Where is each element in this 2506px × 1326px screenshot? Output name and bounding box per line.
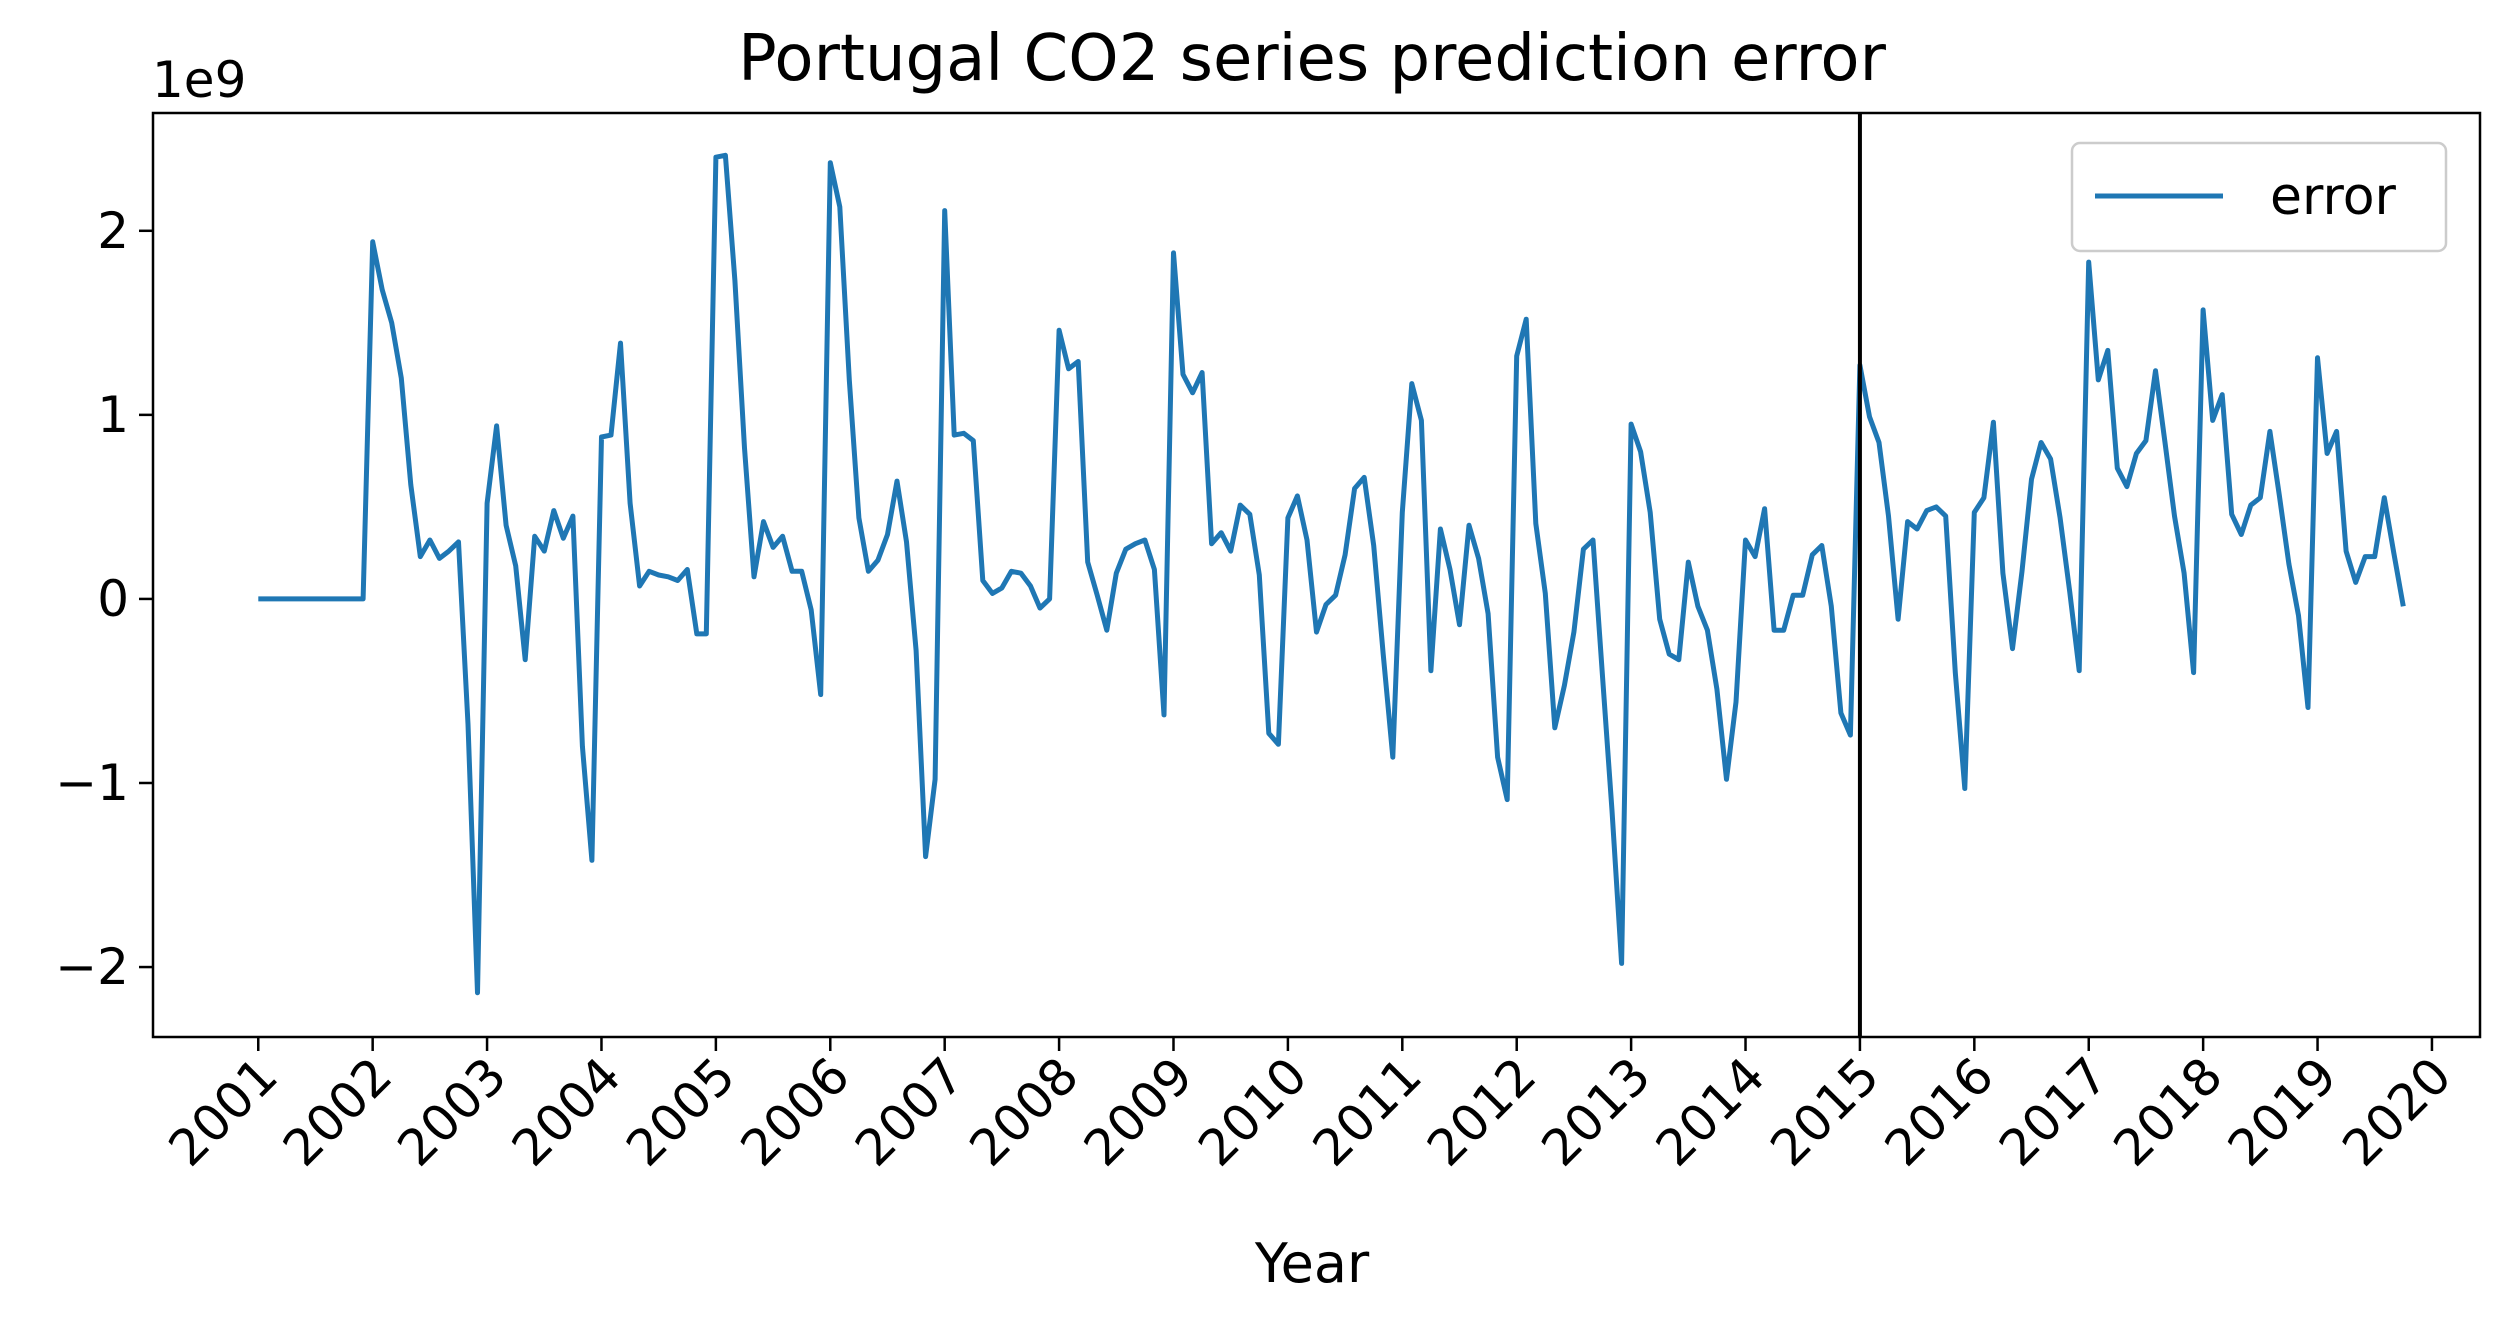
x-tick-label: 2001 bbox=[158, 1046, 289, 1177]
chart-title: Portugal CO2 series prediction error bbox=[738, 22, 1886, 96]
x-tick-label: 2012 bbox=[1416, 1046, 1547, 1177]
x-tick-label: 2004 bbox=[501, 1046, 632, 1177]
legend-box bbox=[2070, 141, 2448, 253]
series-line-error bbox=[258, 152, 2406, 996]
x-tick-label: 2008 bbox=[959, 1046, 1090, 1177]
x-tick-label: 2009 bbox=[1073, 1046, 1204, 1177]
x-tick-label: 2016 bbox=[1874, 1046, 2005, 1177]
x-axis-ticks: 2001200220032004200520062007200820092010… bbox=[158, 1037, 2462, 1177]
x-tick-label: 2018 bbox=[2103, 1046, 2234, 1177]
x-tick-label: 2010 bbox=[1187, 1046, 1318, 1177]
x-tick-label: 2015 bbox=[1759, 1046, 1890, 1177]
y-axis-offset-label: 1e9 bbox=[152, 51, 246, 109]
x-tick-label: 2013 bbox=[1531, 1046, 1662, 1177]
y-tick-label: 0 bbox=[97, 570, 129, 628]
x-tick-label: 2017 bbox=[1988, 1046, 2119, 1177]
axes-frame bbox=[151, 111, 2482, 1039]
x-tick-label: 2007 bbox=[844, 1046, 975, 1177]
x-axis-label: Year bbox=[1254, 1232, 1370, 1295]
x-tick-label: 2020 bbox=[2331, 1046, 2462, 1177]
legend: error bbox=[2070, 141, 2448, 253]
x-tick-label: 2014 bbox=[1645, 1046, 1776, 1177]
x-tick-label: 2002 bbox=[272, 1046, 403, 1177]
plot-area bbox=[258, 113, 2406, 1037]
x-tick-label: 2011 bbox=[1302, 1046, 1433, 1177]
y-axis-ticks: −2 −1 0 1 2 bbox=[55, 202, 153, 996]
x-tick-label: 2019 bbox=[2217, 1046, 2348, 1177]
x-tick-label: 2003 bbox=[387, 1046, 518, 1177]
x-tick-label: 2005 bbox=[615, 1046, 746, 1177]
legend-label-error: error bbox=[2270, 167, 2397, 227]
y-tick-label: 1 bbox=[97, 386, 129, 444]
y-tick-label: −1 bbox=[55, 754, 129, 812]
y-tick-label: 2 bbox=[97, 202, 129, 260]
x-tick-label: 2006 bbox=[730, 1046, 861, 1177]
y-tick-label: −2 bbox=[55, 938, 129, 996]
